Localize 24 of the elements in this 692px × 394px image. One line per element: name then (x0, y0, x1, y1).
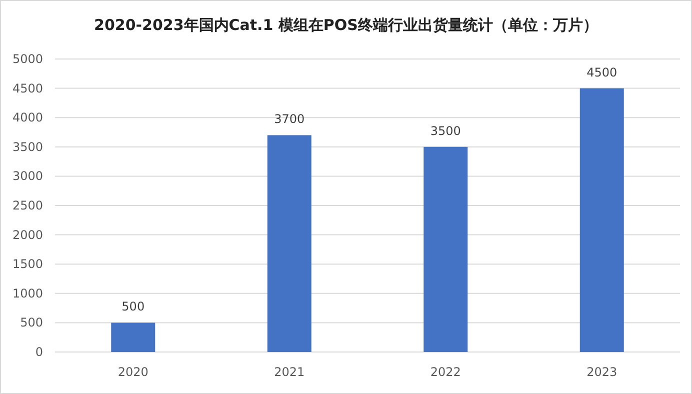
data-label: 3700 (274, 112, 305, 126)
data-label: 3500 (430, 124, 461, 138)
chart-title: 2020-2023年国内Cat.1 模组在POS终端行业出货量统计（单位：万片） (94, 16, 598, 34)
y-tick-label: 3500 (12, 140, 43, 154)
y-tick-label: 2500 (12, 198, 43, 212)
y-tick-label: 4500 (12, 81, 43, 96)
y-tick-label: 3000 (12, 169, 43, 184)
x-tick-label: 2023 (586, 365, 618, 379)
y-tick-label: 500 (20, 316, 43, 330)
y-tick-label: 5000 (12, 52, 43, 66)
y-tick-label: 0 (35, 345, 43, 359)
y-tick-label: 2000 (12, 228, 43, 242)
data-label: 500 (122, 300, 145, 314)
x-tick-label: 2020 (118, 365, 148, 379)
bar (580, 88, 624, 352)
bar (111, 322, 156, 352)
y-tick-label: 1000 (12, 286, 43, 300)
bar (424, 146, 468, 352)
y-tick-label: 4000 (12, 110, 43, 125)
x-tick-label: 2022 (430, 365, 461, 379)
x-tick-label: 2021 (274, 365, 305, 379)
y-tick-label: 1500 (12, 257, 43, 272)
data-label: 4500 (586, 65, 618, 80)
bar (267, 135, 312, 352)
